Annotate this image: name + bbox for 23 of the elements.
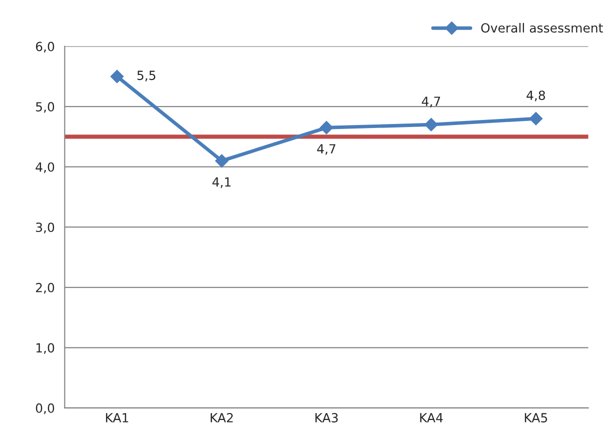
y-tick-label: 4,0 — [36, 162, 54, 174]
data-label: 4,8 — [526, 90, 546, 102]
y-tick-label: 1,0 — [36, 343, 54, 354]
point — [529, 112, 543, 126]
y-tick-label: 2,0 — [36, 282, 54, 294]
data-label: 4,7 — [317, 144, 336, 155]
point — [110, 70, 124, 84]
x-tick-label: KA4 — [420, 413, 443, 422]
y-tick-label: 6,0 — [36, 42, 54, 53]
data-label: 4,1 — [212, 177, 231, 188]
point — [215, 154, 228, 168]
x-tick-label: KA2 — [210, 413, 233, 422]
legend-label: Overall assessment — [481, 22, 603, 33]
y-tick-label: 5,0 — [36, 102, 54, 113]
x-tick-label: KA3 — [315, 413, 338, 422]
y-tick-label: 0,0 — [36, 403, 54, 414]
data-label: 4,7 — [422, 96, 440, 108]
point — [320, 121, 334, 134]
x-tick-label: KA5 — [524, 413, 548, 422]
point — [424, 118, 438, 132]
y-tick-label: 3,0 — [36, 222, 54, 234]
x-tick-label: KA1 — [106, 413, 128, 422]
data-label: 5,5 — [137, 70, 156, 82]
